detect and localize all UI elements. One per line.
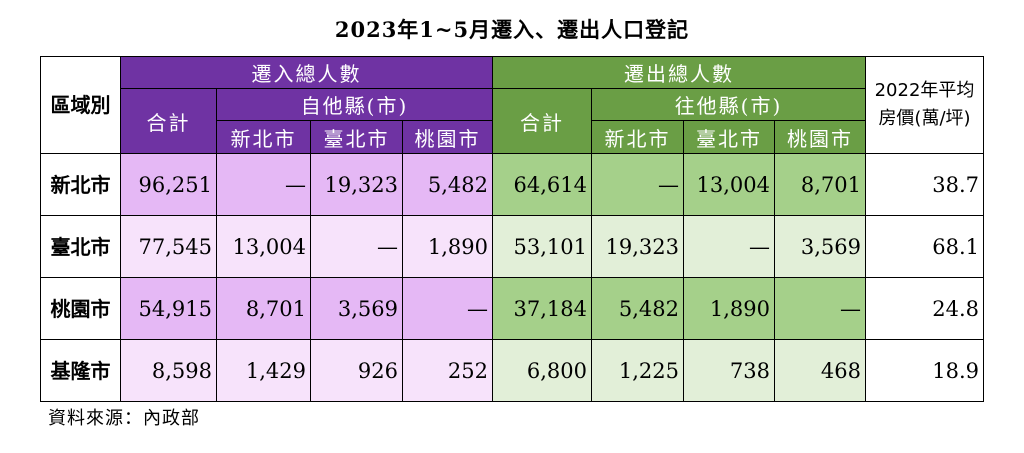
out-cell: 1,225 — [591, 339, 684, 402]
out-total-header: 合計 — [492, 88, 592, 154]
in-cell: — — [402, 277, 493, 340]
in-cell: 13,004 — [216, 215, 311, 278]
out-cell: 53,101 — [492, 215, 592, 278]
in-cell: — — [216, 153, 311, 216]
out-cell: 19,323 — [591, 215, 684, 278]
out-cell: 468 — [774, 339, 866, 402]
price-cell: 38.7 — [865, 153, 984, 216]
price-header: 2022年平均房價(萬/坪) — [865, 56, 984, 154]
table-row: 臺北市 77,545 13,004 — 1,890 53,101 19,323 … — [40, 215, 984, 278]
out-cell: — — [683, 215, 775, 278]
in-cell: 8,701 — [216, 277, 311, 340]
row-region: 新北市 — [40, 153, 121, 216]
out-city-header: 臺北市 — [683, 120, 775, 154]
price-cell: 68.1 — [865, 215, 984, 278]
out-cell: 6,800 — [492, 339, 592, 402]
out-total-group-header: 遷出總人數 — [492, 56, 866, 89]
in-total-header: 合計 — [120, 88, 217, 154]
out-cell: 3,569 — [774, 215, 866, 278]
row-region: 桃園市 — [40, 277, 121, 340]
in-cell: 19,323 — [310, 153, 403, 216]
out-cell: — — [591, 153, 684, 216]
row-region: 基隆市 — [40, 339, 121, 402]
in-cell: 77,545 — [120, 215, 217, 278]
table-row: 桃園市 54,915 8,701 3,569 — 37,184 5,482 1,… — [40, 277, 984, 340]
in-cell: 926 — [310, 339, 403, 402]
out-cell: 13,004 — [683, 153, 775, 216]
in-cell: 1,429 — [216, 339, 311, 402]
out-cell: 8,701 — [774, 153, 866, 216]
in-city-header: 新北市 — [216, 120, 311, 154]
out-cell: 1,890 — [683, 277, 775, 340]
in-total-group-header: 遷入總人數 — [120, 56, 493, 89]
out-cell: 37,184 — [492, 277, 592, 340]
migration-table: 區域別 遷入總人數 遷出總人數 2022年平均房價(萬/坪) 合計 自他縣(市)… — [40, 56, 984, 402]
table-title: 2023年1~5月遷入、遷出人口登記 — [334, 17, 690, 42]
out-city-header: 新北市 — [591, 120, 684, 154]
in-cell: 252 — [402, 339, 493, 402]
table-row: 新北市 96,251 — 19,323 5,482 64,614 — 13,00… — [40, 153, 984, 216]
price-cell: 18.9 — [865, 339, 984, 402]
out-city-header: 桃園市 — [774, 120, 866, 154]
out-cell: 738 — [683, 339, 775, 402]
to-other-header: 往他縣(市) — [591, 88, 866, 121]
in-cell: 96,251 — [120, 153, 217, 216]
in-city-header: 桃園市 — [402, 120, 493, 154]
in-cell: 1,890 — [402, 215, 493, 278]
out-cell: — — [774, 277, 866, 340]
in-cell: — — [310, 215, 403, 278]
in-cell: 5,482 — [402, 153, 493, 216]
out-cell: 5,482 — [591, 277, 684, 340]
in-cell: 3,569 — [310, 277, 403, 340]
row-region: 臺北市 — [40, 215, 121, 278]
table-row: 基隆市 8,598 1,429 926 252 6,800 1,225 738 … — [40, 339, 984, 402]
in-cell: 54,915 — [120, 277, 217, 340]
price-cell: 24.8 — [865, 277, 984, 340]
out-cell: 64,614 — [492, 153, 592, 216]
in-cell: 8,598 — [120, 339, 217, 402]
from-other-header: 自他縣(市) — [216, 88, 493, 121]
region-header: 區域別 — [40, 56, 121, 154]
in-city-header: 臺北市 — [310, 120, 403, 154]
source-note: 資料來源：內政部 — [48, 408, 200, 429]
